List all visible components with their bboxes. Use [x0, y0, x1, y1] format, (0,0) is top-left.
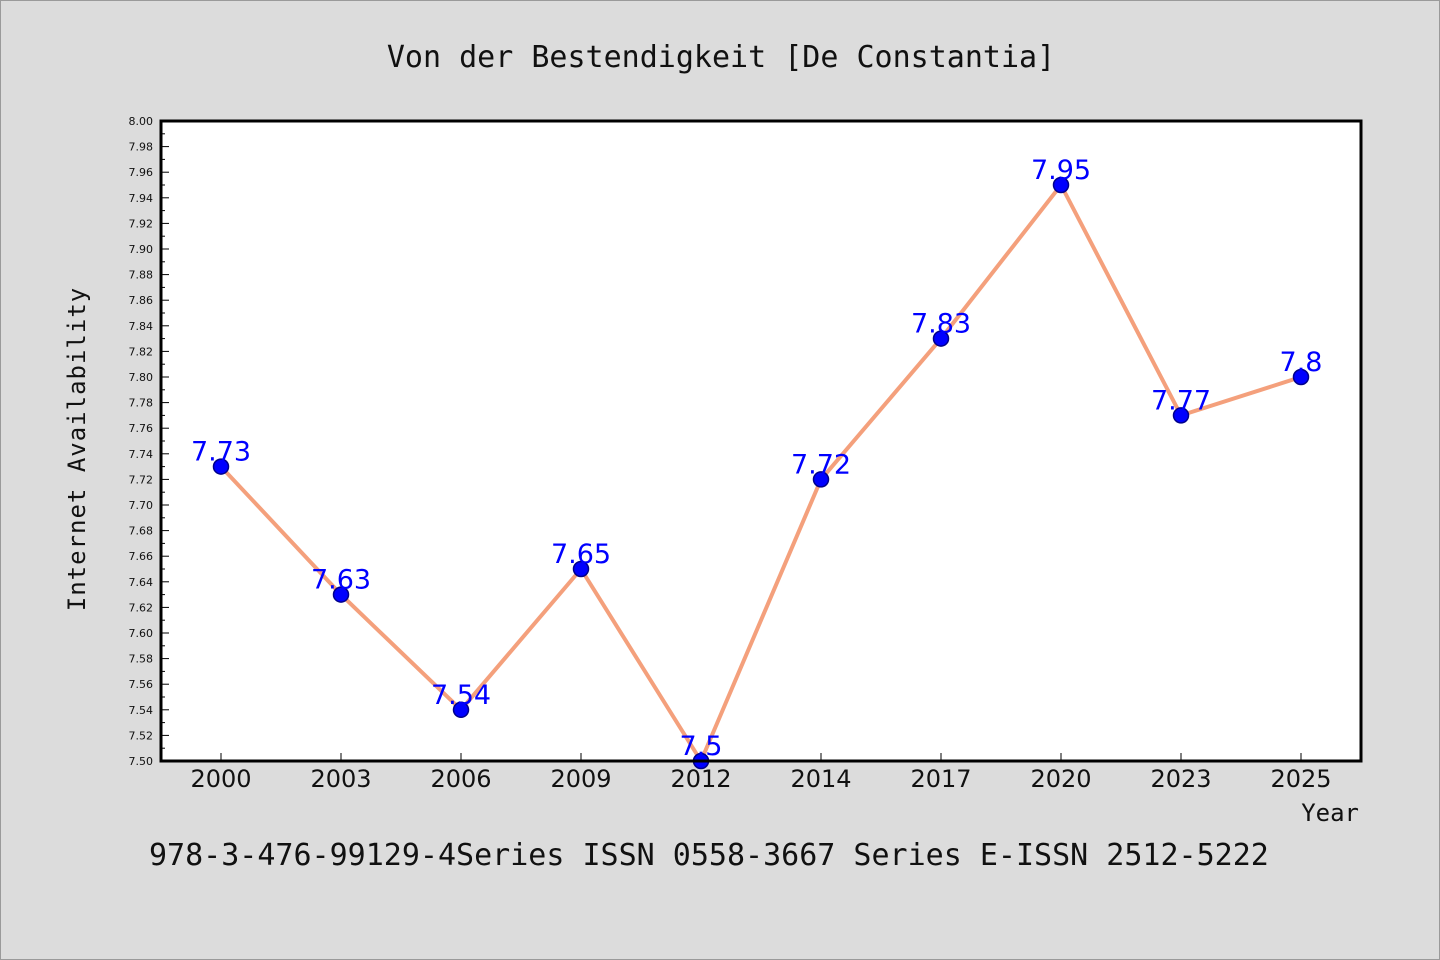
data-label: 7.8 [1280, 347, 1323, 378]
y-tick-label: 7.70 [129, 499, 154, 512]
y-tick-label: 7.88 [129, 269, 154, 282]
x-tick-label: 2014 [790, 765, 851, 793]
y-tick-label: 7.84 [129, 320, 154, 333]
y-tick-label: 7.50 [129, 755, 154, 768]
data-label: 7.73 [191, 437, 251, 468]
x-axis-ticks: 2000 2003 2006 2009 2012 2014 2017 2020 2023 2025 [190, 753, 1332, 793]
data-labels: 7.73 7.63 7.54 7.65 7.5 7.72 7.83 7.95 7.77 7.8 [191, 155, 1323, 762]
y-tick-label: 7.82 [129, 345, 154, 358]
x-tick-label: 2009 [550, 765, 611, 793]
data-label: 7.95 [1031, 155, 1091, 186]
series-line [219, 183, 1303, 763]
x-tick-label: 2012 [670, 765, 731, 793]
x-axis-label: Year [1301, 799, 1359, 827]
x-tick-label: 2023 [1150, 765, 1211, 793]
footer-isbn-issn: 978-3-476-99129-4Series ISSN 0558-3667 S… [149, 838, 1269, 873]
y-tick-label: 7.94 [129, 192, 154, 205]
chart-title: Von der Bestendigkeit [De Constantia] [387, 40, 1055, 75]
y-tick-label: 7.80 [129, 371, 154, 384]
y-tick-label: 7.66 [129, 550, 154, 563]
y-tick-label: 7.68 [129, 525, 154, 538]
data-label: 7.72 [791, 449, 851, 480]
x-tick-label: 2006 [430, 765, 491, 793]
series-polyline [219, 183, 1303, 763]
x-tick-label: 2017 [910, 765, 971, 793]
y-tick-label: 7.96 [129, 166, 154, 179]
data-point-marker [1172, 407, 1190, 424]
y-tick-label: 7.60 [129, 627, 154, 640]
y-tick-label: 7.78 [129, 397, 154, 410]
plot-area [161, 121, 1361, 761]
y-tick-label: 7.86 [129, 294, 154, 307]
y-tick-label: 7.76 [129, 422, 154, 435]
y-tick-label: 7.56 [129, 678, 154, 691]
data-point-marker [572, 560, 590, 578]
y-axis-ticks: 7.50 7.52 7.54 7.56 7.58 7.60 7.62 7.64 7.66 7.68… [129, 115, 169, 768]
x-tick-label: 2003 [310, 765, 371, 793]
data-point-marker [1052, 176, 1070, 194]
y-tick-label: 8.00 [129, 115, 154, 128]
y-tick-label: 7.58 [129, 653, 154, 666]
x-tick-label: 2020 [1030, 765, 1091, 793]
data-label: 7.5 [680, 731, 723, 762]
y-axis-label: Internet Availability [63, 287, 91, 611]
y-tick-label: 7.98 [129, 141, 154, 154]
data-markers [212, 176, 1310, 770]
y-tick-label: 7.64 [129, 576, 154, 589]
y-tick-label: 7.74 [129, 448, 154, 461]
y-tick-label: 7.72 [129, 473, 154, 486]
data-label: 7.65 [551, 539, 611, 570]
data-point-marker [452, 701, 470, 719]
data-point-marker [212, 458, 230, 475]
plot-frame [159, 119, 1363, 763]
data-label: 7.77 [1151, 385, 1211, 416]
x-tick-label: 2000 [190, 765, 251, 793]
y-tick-label: 7.92 [129, 217, 154, 230]
data-label: 7.63 [311, 565, 371, 596]
y-tick-label: 7.54 [129, 704, 154, 717]
y-tick-label: 7.62 [129, 601, 154, 614]
data-label: 7.54 [431, 680, 491, 711]
data-point-marker [1292, 368, 1310, 386]
y-tick-label: 7.52 [129, 729, 154, 742]
data-point-marker [932, 330, 950, 347]
x-tick-label: 2025 [1270, 765, 1331, 793]
y-tick-label: 7.90 [129, 243, 154, 256]
data-point-marker [812, 471, 830, 488]
data-point-marker [332, 586, 350, 603]
data-label: 7.83 [911, 309, 971, 340]
